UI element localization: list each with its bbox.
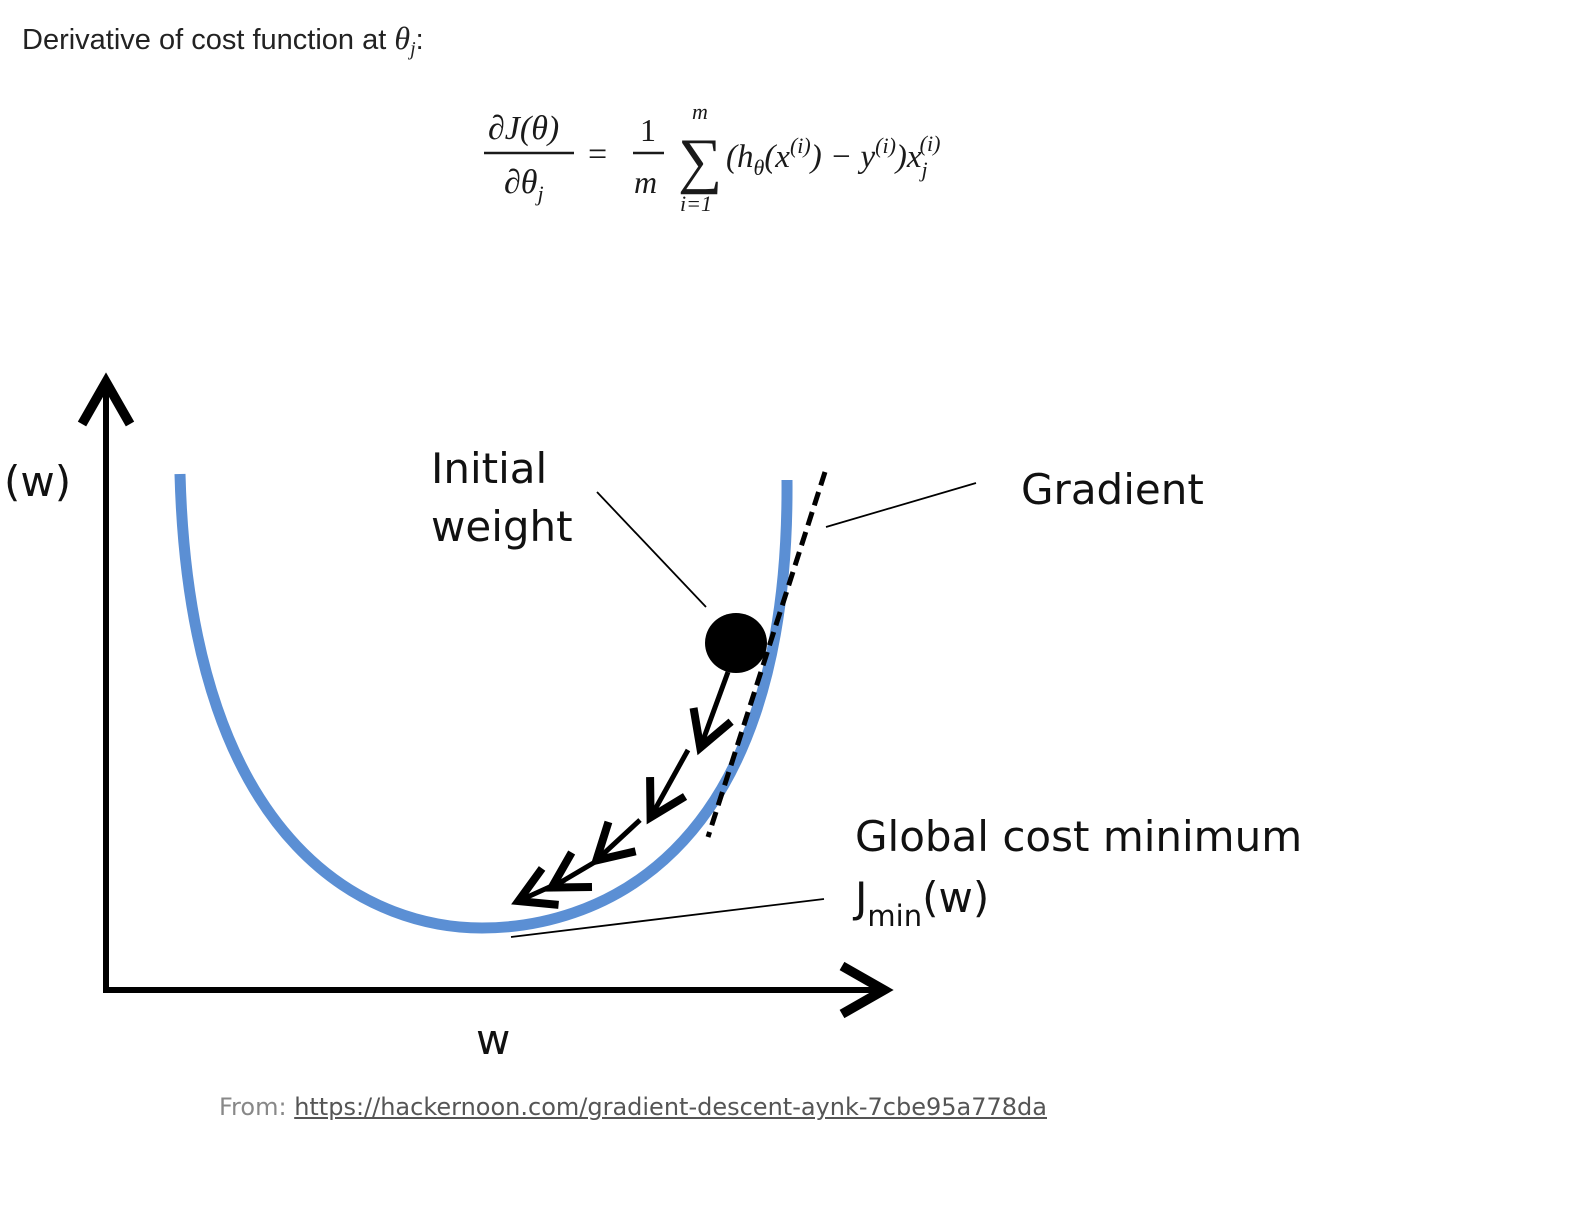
coefficient-numerator: 1 bbox=[640, 112, 656, 148]
caption-theta-sub: j bbox=[410, 38, 416, 60]
sum-symbol: ∑ bbox=[678, 127, 722, 195]
cost-derivative-formula: ∂J(θ) ∂θj = 1 m m ∑ i=1 (hθ(x(i)) − y(i)… bbox=[484, 99, 940, 216]
caption-prefix: Derivative of cost function at bbox=[22, 24, 395, 56]
lhs-numerator: ∂J(θ) bbox=[488, 110, 559, 147]
coefficient-denominator: m bbox=[634, 164, 657, 200]
caption-theta: θ bbox=[394, 20, 411, 56]
gradient-label: Gradient bbox=[1021, 465, 1204, 514]
gradient-descent-diagram bbox=[77, 372, 977, 1019]
sum-lower-limit: i=1 bbox=[680, 191, 712, 216]
descent-step-arrow-5 bbox=[511, 866, 567, 909]
descent-step-arrow-2 bbox=[646, 748, 691, 825]
initial-weight-ball bbox=[705, 613, 767, 673]
descent-step-arrow-1 bbox=[689, 671, 734, 756]
descent-step-arrow-3 bbox=[590, 818, 642, 866]
y-axis-label: (w) bbox=[4, 457, 72, 506]
formula-caption: Derivative of cost function at θj: bbox=[22, 20, 424, 61]
source-prefix: From: bbox=[219, 1093, 295, 1121]
sum-upper-limit: m bbox=[692, 99, 708, 124]
initial-weight-label: Initial weight bbox=[431, 440, 573, 556]
summation-term: (hθ(x(i)) − y(i))xj(i) bbox=[726, 131, 940, 182]
source-link[interactable]: https://hackernoon.com/gradient-descent-… bbox=[294, 1093, 1047, 1121]
equals-sign: = bbox=[588, 136, 607, 173]
caption-suffix: : bbox=[415, 24, 424, 56]
cost-curve bbox=[174, 473, 793, 934]
global-minimum-leader-line bbox=[510, 898, 825, 938]
initial-weight-label-line1: Initial bbox=[431, 444, 548, 493]
source-citation: From: https://hackernoon.com/gradient-de… bbox=[219, 1093, 1047, 1121]
x-axis-label: w bbox=[476, 1015, 511, 1064]
gradient-leader-line bbox=[825, 482, 977, 528]
global-minimum-label: Global cost minimum bbox=[855, 812, 1303, 861]
jmin-label: Jmin(w) bbox=[855, 873, 990, 933]
initial-weight-label-line2: weight bbox=[431, 502, 573, 551]
lhs-denominator: ∂θj bbox=[504, 164, 544, 206]
initial-weight-leader-line bbox=[596, 491, 707, 608]
gradient-tangent-line bbox=[705, 471, 828, 838]
